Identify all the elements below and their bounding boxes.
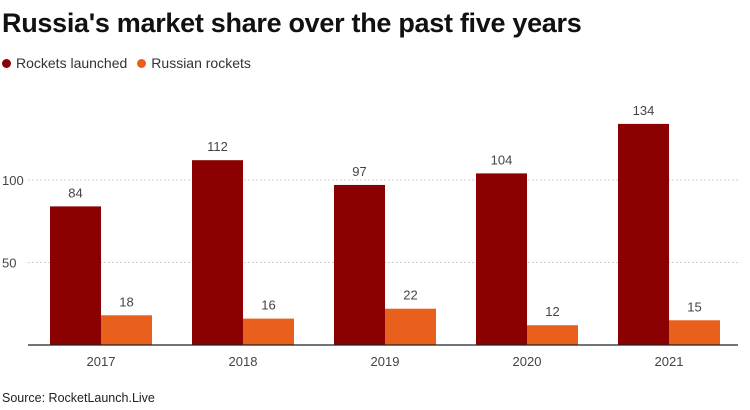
data-label: 12 xyxy=(545,304,559,319)
x-tick-label: 2020 xyxy=(513,354,542,369)
data-label: 97 xyxy=(352,164,366,179)
bar-rockets-launched-2017 xyxy=(50,206,101,345)
source-note: Source: RocketLaunch.Live xyxy=(2,391,155,405)
legend-label-russian-rockets: Russian rockets xyxy=(151,55,251,71)
chart-title: Russia's market share over the past five… xyxy=(2,8,582,38)
bar-russian-rockets-2019 xyxy=(385,308,436,345)
legend: Rockets launched Russian rockets xyxy=(2,55,261,71)
x-tick-label: 2019 xyxy=(371,354,400,369)
legend-label-rockets-launched: Rockets launched xyxy=(16,55,128,71)
y-tick-label: 100 xyxy=(2,173,24,188)
data-label: 112 xyxy=(207,139,228,154)
legend-item-rockets-launched: Rockets launched xyxy=(2,55,127,71)
x-tick-label: 2021 xyxy=(655,354,684,369)
y-tick-labels: 50 100 xyxy=(2,173,24,271)
bar-rockets-launched-2020 xyxy=(476,173,527,345)
data-label: 16 xyxy=(261,298,275,313)
bars xyxy=(50,123,720,346)
bar-rockets-launched-2021 xyxy=(618,123,669,346)
data-label: 18 xyxy=(119,294,133,309)
legend-swatch-russian-rockets xyxy=(137,58,147,68)
bar-russian-rockets-2017 xyxy=(101,315,152,345)
legend-item-russian-rockets: Russian rockets xyxy=(137,55,251,71)
data-label: 22 xyxy=(403,288,417,303)
x-tick-label: 2017 xyxy=(87,354,116,369)
bar-rockets-launched-2018 xyxy=(192,160,243,345)
data-label: 84 xyxy=(68,185,82,200)
data-label: 104 xyxy=(491,152,513,167)
bar-russian-rockets-2018 xyxy=(243,318,294,345)
bar-russian-rockets-2021 xyxy=(669,320,720,345)
bar-russian-rockets-2020 xyxy=(527,325,578,345)
x-tick-label: 2018 xyxy=(229,354,258,369)
y-tick-label: 50 xyxy=(2,256,16,271)
bar-rockets-launched-2019 xyxy=(334,184,385,345)
legend-swatch-rockets-launched xyxy=(2,58,11,68)
data-label: 134 xyxy=(633,103,655,118)
x-tick-labels: 2017 2018 2019 2020 2021 xyxy=(87,354,684,369)
data-labels: 84 18 112 16 97 22 104 12 134 15 xyxy=(68,103,701,319)
data-label: 15 xyxy=(687,299,701,314)
